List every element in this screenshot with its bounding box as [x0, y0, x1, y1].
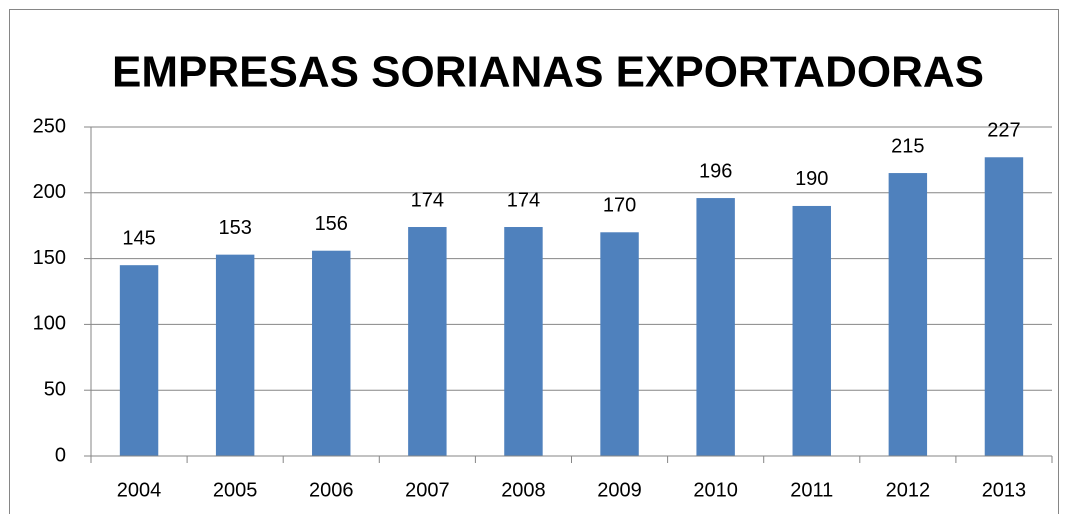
y-tick-label: 50: [44, 378, 66, 400]
data-label: 174: [507, 189, 540, 211]
bar: [119, 265, 159, 456]
x-tick-label: 2008: [501, 479, 546, 501]
data-label: 215: [891, 135, 924, 157]
bar: [696, 198, 735, 456]
x-tick-label: 2013: [982, 479, 1027, 501]
x-tick-label: 2007: [405, 479, 450, 501]
data-label: 190: [795, 168, 828, 190]
x-tick-label: 2005: [213, 479, 258, 501]
x-tick-label: 2012: [886, 479, 931, 501]
x-tick-label: 2009: [597, 479, 642, 501]
bar: [504, 227, 543, 456]
data-label: 145: [122, 227, 155, 249]
bar: [215, 254, 255, 456]
data-label: 196: [699, 160, 732, 182]
bar: [312, 250, 351, 456]
y-tick-label: 200: [33, 181, 66, 203]
bar: [792, 205, 831, 456]
data-label: 153: [218, 217, 251, 239]
y-tick-label: 0: [55, 444, 66, 466]
y-tick-label: 150: [33, 247, 66, 269]
data-label: 170: [603, 195, 636, 217]
x-tick-label: 2006: [309, 479, 354, 501]
data-label: 227: [987, 120, 1020, 142]
x-tick-label: 2010: [693, 479, 738, 501]
x-tick-label: 2011: [790, 479, 833, 501]
chart-title: EMPRESAS SORIANAS EXPORTADORAS: [112, 48, 984, 97]
x-tick-label: 2004: [117, 479, 162, 501]
y-tick-label: 100: [33, 313, 66, 335]
bar: [408, 227, 447, 456]
bar: [984, 157, 1024, 456]
y-tick-label: 250: [33, 115, 66, 137]
data-label: 174: [411, 189, 444, 211]
bar: [888, 173, 928, 456]
bar: [600, 232, 639, 456]
data-label: 156: [315, 213, 348, 235]
